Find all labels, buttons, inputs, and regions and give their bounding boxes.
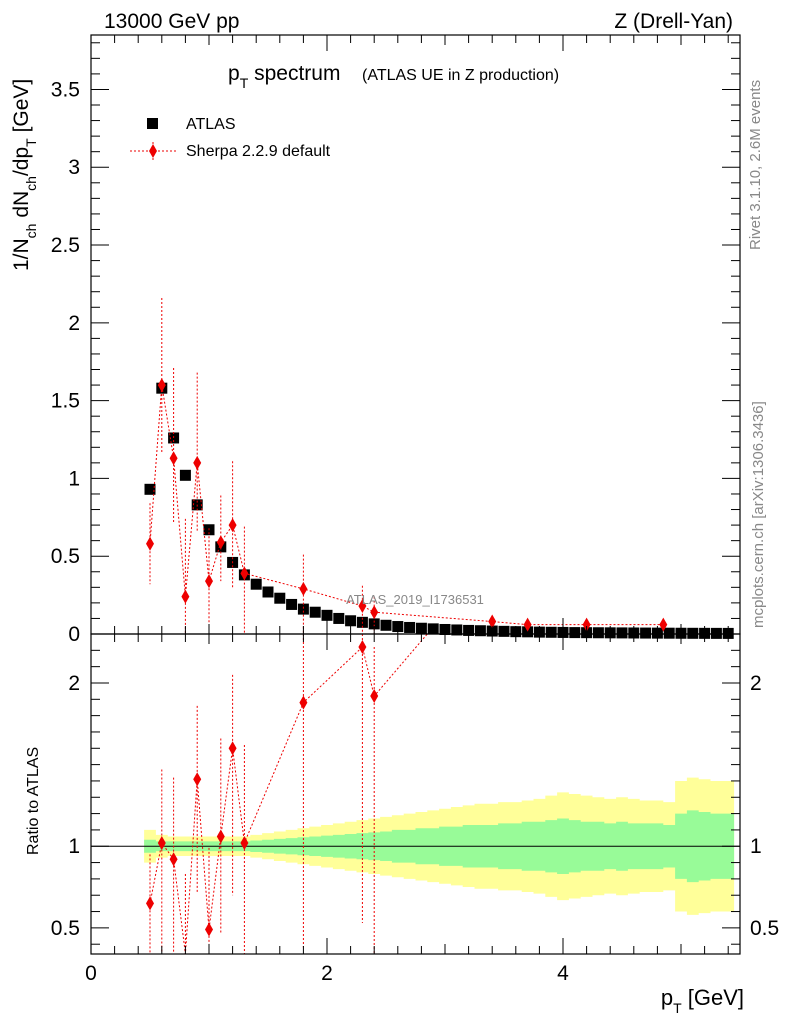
mc-point xyxy=(488,614,497,629)
data-point xyxy=(474,625,486,637)
data-point xyxy=(179,469,191,481)
y-tick-label: 3 xyxy=(68,156,80,179)
data-point xyxy=(144,483,156,495)
legend: ATLAS Sherpa 2.2.9 default xyxy=(130,116,331,160)
data-point xyxy=(592,627,604,639)
ratio-y-axis-label: Ratio to ATLAS xyxy=(25,747,42,855)
y-tick-label: 1 xyxy=(68,467,80,490)
ratio-point xyxy=(205,922,213,937)
data-point xyxy=(687,627,699,639)
ratio-point xyxy=(240,835,249,850)
mc-point xyxy=(370,605,379,620)
data-point xyxy=(274,592,286,604)
data-point xyxy=(498,625,510,637)
y-tick-label: 2.5 xyxy=(51,234,80,257)
ratio-point xyxy=(299,695,308,710)
x-tick-label: 0 xyxy=(85,962,97,985)
ratio-point xyxy=(228,741,237,756)
data-point xyxy=(250,578,262,590)
y-axis-label: 1/Nch dNch/dpT [GeV] xyxy=(10,79,39,271)
y-tick-label: 3.5 xyxy=(51,78,80,101)
chart-title-note: (ATLAS UE in Z production) xyxy=(362,67,559,84)
y-tick-label: 1.5 xyxy=(51,390,80,413)
mc-point xyxy=(181,589,190,604)
ratio-point xyxy=(157,835,166,850)
x-tick-label: 4 xyxy=(557,962,569,985)
ratio-y-tick-label: 0.5 xyxy=(51,917,80,940)
ratio-point xyxy=(146,896,154,911)
ratio-band-group xyxy=(91,777,740,915)
mc-point xyxy=(523,617,532,632)
mc-point xyxy=(193,455,202,470)
mc-point xyxy=(216,535,225,550)
mc-point xyxy=(582,617,591,632)
analysis-label: ATLAS_2019_I1736531 xyxy=(346,592,484,607)
legend-data-marker xyxy=(147,118,158,129)
data-point xyxy=(333,612,345,624)
y-tick-label: 2 xyxy=(68,312,80,335)
chart-title: pT spectrum xyxy=(228,62,340,91)
data-point xyxy=(380,619,392,631)
ratio-point xyxy=(216,829,225,844)
mc-line xyxy=(149,384,664,626)
data-point xyxy=(663,627,675,639)
data-point xyxy=(309,606,321,618)
data-point xyxy=(616,627,628,639)
legend-mc-marker xyxy=(149,144,157,158)
data-point xyxy=(427,623,439,635)
y-tick-label: 0.5 xyxy=(51,545,80,568)
data-point xyxy=(640,627,652,639)
data-point xyxy=(545,626,557,638)
ratio-y-tick-label-right: 1 xyxy=(750,835,762,858)
mc-point xyxy=(358,598,367,613)
mc-point xyxy=(205,574,213,589)
ratio-point xyxy=(193,772,202,787)
data-point xyxy=(522,626,534,638)
data-point xyxy=(569,627,581,639)
data-point xyxy=(286,598,298,610)
x-axis-label: pT [GeV] xyxy=(661,985,744,1016)
data-point xyxy=(321,609,333,621)
x-tick-label: 2 xyxy=(321,962,333,985)
mc-point xyxy=(169,451,178,466)
ratio-point xyxy=(169,852,178,867)
data-point xyxy=(368,618,380,630)
mc-point xyxy=(240,566,249,581)
ratio-y-tick-label: 2 xyxy=(68,672,80,695)
data-point xyxy=(168,432,180,444)
mc-point xyxy=(659,617,668,632)
ratio-y-tick-label: 1 xyxy=(68,835,80,858)
legend-data-label: ATLAS xyxy=(186,116,236,133)
mc-point xyxy=(146,536,154,551)
data-point xyxy=(451,624,463,636)
ratio-y-tick-label-right: 2 xyxy=(750,672,762,695)
axes-group: 0 2 400.511.522.533.50.5 0.51 12 2 xyxy=(51,34,779,985)
mc-point xyxy=(299,581,308,596)
ratio-point xyxy=(358,640,367,655)
energy-label: 13000 GeV pp xyxy=(104,10,239,33)
mc-point xyxy=(157,378,166,393)
ratio-y-tick-label-right: 0.5 xyxy=(750,917,779,940)
mcplots-label: mcplots.cern.ch [arXiv:1306.3436] xyxy=(750,401,767,628)
rivet-label: Rivet 3.1.10, 2.6M events xyxy=(747,80,764,250)
data-point xyxy=(345,615,357,627)
process-label: Z (Drell-Yan) xyxy=(614,10,733,33)
data-point xyxy=(404,621,416,633)
data-point xyxy=(297,603,309,615)
legend-mc-label: Sherpa 2.2.9 default xyxy=(186,143,331,160)
data-point xyxy=(710,627,722,639)
mc-point xyxy=(228,518,237,533)
data-point xyxy=(262,586,274,598)
lower-frame xyxy=(90,633,741,955)
ratio-line xyxy=(149,633,428,955)
y-tick-label: 0 xyxy=(68,623,80,646)
ratio-point xyxy=(370,689,379,704)
